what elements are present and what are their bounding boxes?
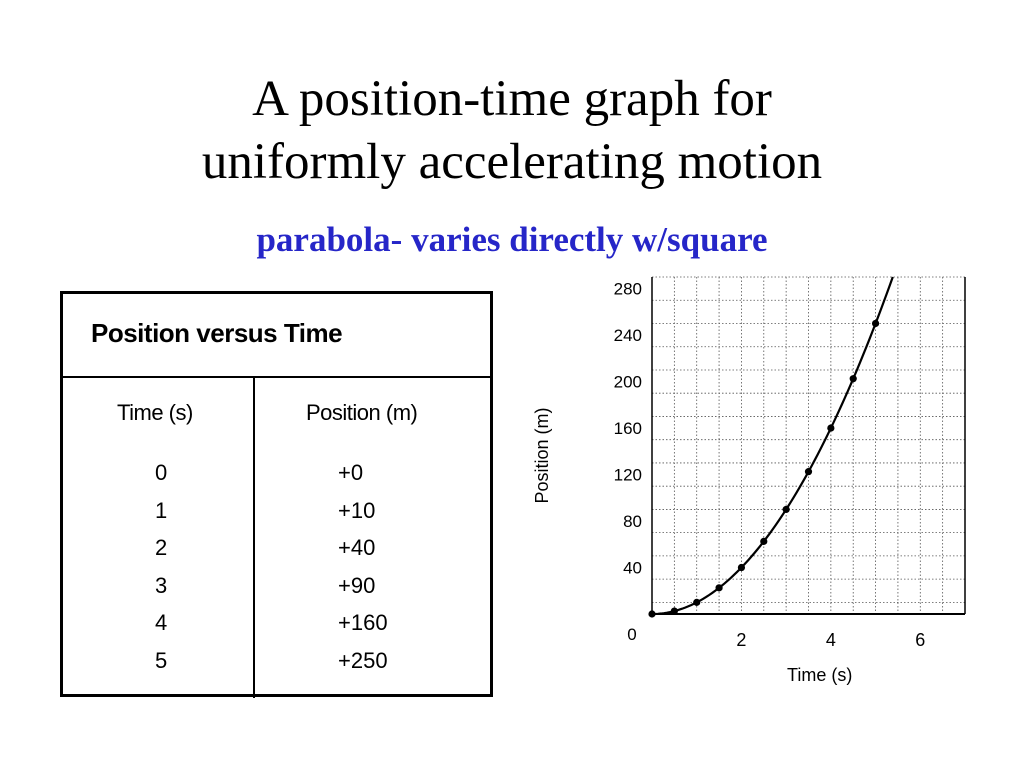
data-point [715,584,723,592]
table-cell-time: 0 [155,460,168,485]
y-tick-label: 240 [614,326,642,345]
table-cell-time: 4 [155,610,168,635]
data-point [693,598,701,606]
x-tick-label: 4 [826,630,836,650]
y-tick-label: 200 [614,373,642,392]
data-point [648,610,656,618]
slide-title-line-2: uniformly accelerating motion [201,134,823,190]
time-column-header: Time (s) [117,400,193,425]
data-point [760,537,768,545]
position-time-table: Position versus Time Time (s) Position (… [60,291,493,698]
x-tick-label: 6 [915,630,925,650]
y-tick-label: 280 [614,280,642,299]
position-time-chart: 40 80 120 160 200 240 280 2 4 6 0 Time (s) Position … [532,276,966,685]
data-point [737,563,746,572]
table-cell-position: +10 [338,497,376,523]
table-cell-position: +160 [338,610,388,635]
data-point [670,607,678,615]
table-cell-time: 5 [155,647,168,673]
y-tick-label: 160 [614,419,642,438]
table-cell-position: +0 [338,460,364,485]
table-cell-time: 1 [155,497,168,523]
table-cell-position: +40 [338,535,376,560]
data-point [782,505,790,514]
column-divider [253,378,255,698]
series-line [651,276,894,616]
position-column-header: Position (m) [306,400,418,425]
slide-title: A position-time graph for uniformly acce… [0,68,1024,194]
table-cell-position: +90 [338,572,376,598]
x-axis-label: Time (s) [787,665,852,685]
data-point [849,375,857,383]
data-point [827,424,835,432]
table-title: Position versus Time [63,294,490,378]
y-axis-label: Position (m) [532,407,552,503]
origin-label: 0 [627,625,636,644]
slide-title-line-1: A position-time graph for [252,71,772,127]
data-point [804,468,813,476]
x-tick-label: 2 [736,630,746,650]
slide-subtitle: parabola- varies directly w/square [256,220,768,259]
table-cell-time: 3 [155,572,168,598]
y-tick-label: 120 [614,466,642,485]
y-tick-label: 40 [623,559,642,578]
y-tick-label: 80 [623,512,642,531]
data-point [871,319,880,328]
table-cell-time: 2 [155,535,168,560]
table-cell-position: +250 [338,647,388,673]
